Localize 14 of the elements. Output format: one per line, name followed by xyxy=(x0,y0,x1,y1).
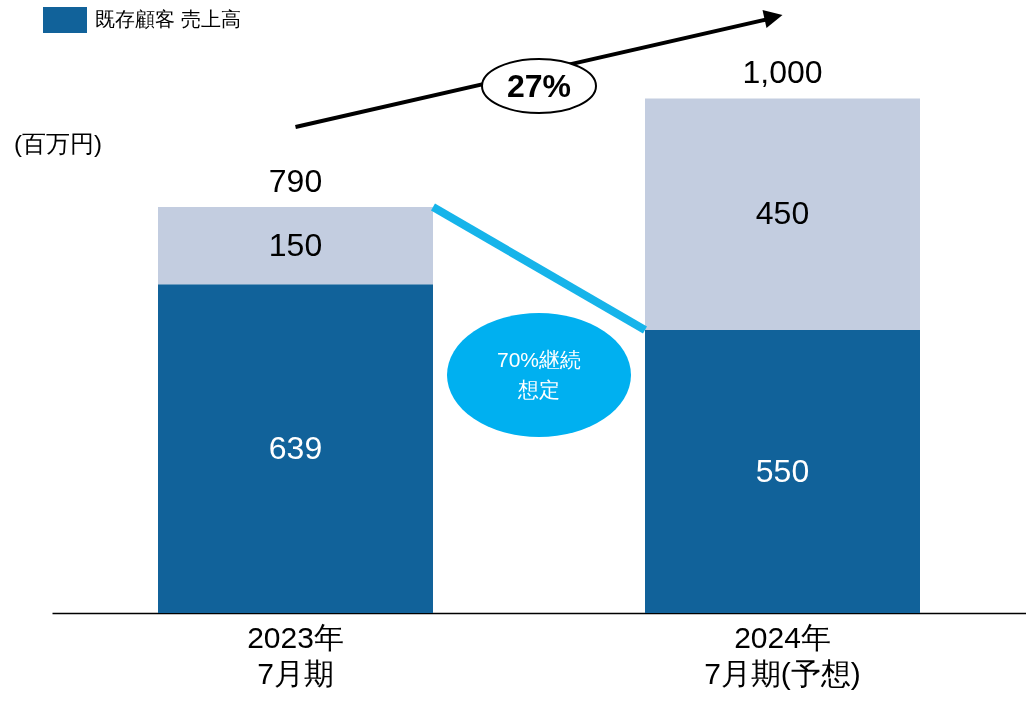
total-label: 1,000 xyxy=(742,54,823,91)
annotation: 70%継続想定 xyxy=(496,347,582,403)
data-label: 450 xyxy=(755,195,810,232)
data-label: 150 xyxy=(268,226,323,263)
total-label: 790 xyxy=(268,163,323,200)
data-label: 639 xyxy=(268,429,323,466)
legend-label: 既存顧客 売上高 xyxy=(95,8,241,30)
bar xyxy=(645,330,920,613)
bar xyxy=(158,284,433,613)
annotation: 27% xyxy=(506,68,572,104)
data-label: 550 xyxy=(755,452,810,489)
y-axis-title: (百万円) xyxy=(14,130,102,157)
x-tick-label: 2023年 7月期 xyxy=(247,620,344,690)
x-tick-label: 2024年 7月期(予想) xyxy=(704,620,861,690)
